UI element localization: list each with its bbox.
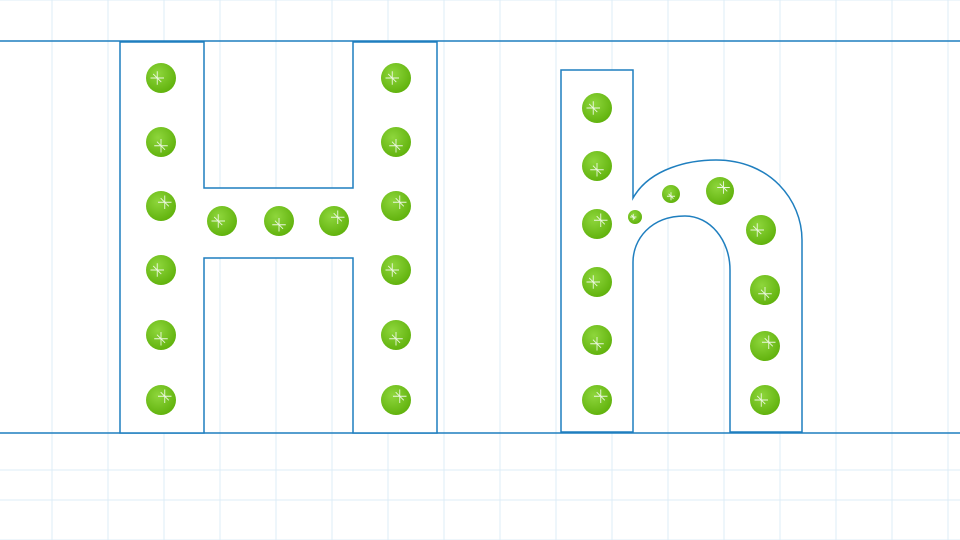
green-tracing-dot-icon [582, 385, 612, 415]
tracing-dot[interactable] [146, 320, 176, 350]
green-tracing-dot-icon [319, 206, 349, 236]
tracing-dot[interactable] [582, 93, 612, 123]
sparkle-icon [762, 335, 776, 349]
tracing-dot[interactable] [628, 210, 642, 224]
sparkle-icon [158, 195, 172, 209]
tracing-dot[interactable] [706, 177, 734, 205]
tracing-dot[interactable] [146, 63, 176, 93]
sparkle-icon [385, 71, 399, 85]
tracing-dot[interactable] [746, 215, 776, 245]
tracing-dot[interactable] [146, 127, 176, 157]
uppercase-h-outline [119, 41, 438, 434]
tracing-dot[interactable] [582, 385, 612, 415]
sparkle-icon [150, 263, 164, 277]
tracing-dot[interactable] [381, 127, 411, 157]
green-tracing-dot-icon [146, 385, 176, 415]
sparkle-icon [594, 213, 608, 227]
sparkle-icon [154, 332, 168, 346]
tracing-dot[interactable] [381, 385, 411, 415]
sparkle-icon [393, 389, 407, 403]
green-tracing-dot-icon [146, 191, 176, 221]
tracing-dot[interactable] [146, 385, 176, 415]
green-tracing-dot-icon [381, 385, 411, 415]
tracing-dot[interactable] [146, 255, 176, 285]
tracing-dot[interactable] [750, 331, 780, 361]
tracing-dot[interactable] [264, 206, 294, 236]
green-tracing-dot-icon [381, 191, 411, 221]
sparkle-icon [385, 263, 399, 277]
tracing-dot[interactable] [750, 275, 780, 305]
tracing-dot[interactable] [381, 255, 411, 285]
tracing-dot[interactable] [381, 63, 411, 93]
tracing-dot[interactable] [146, 191, 176, 221]
green-tracing-dot-icon [750, 331, 780, 361]
sparkle-icon [211, 214, 225, 228]
sparkle-icon [393, 195, 407, 209]
tracing-dot[interactable] [207, 206, 237, 236]
green-tracing-dot-icon [706, 177, 734, 205]
sparkle-icon [750, 223, 764, 237]
tracing-dots [146, 63, 780, 415]
sparkle-icon [754, 393, 768, 407]
green-tracing-dot-icon [582, 209, 612, 239]
sparkle-icon [630, 213, 637, 221]
lowercase-h-outline [560, 69, 803, 433]
tracing-dot[interactable] [582, 151, 612, 181]
sparkle-icon [594, 389, 608, 403]
tracing-dot[interactable] [662, 185, 680, 203]
sparkle-icon [758, 287, 772, 301]
tracing-dot[interactable] [319, 206, 349, 236]
tracing-dot[interactable] [750, 385, 780, 415]
sparkle-icon [331, 210, 345, 224]
sparkle-icon [272, 218, 286, 232]
sparkle-icon [590, 337, 604, 351]
tracing-dot[interactable] [582, 325, 612, 355]
tracing-dot[interactable] [381, 320, 411, 350]
sparkle-icon [717, 181, 730, 194]
sparkle-icon [586, 275, 600, 289]
tracing-dot[interactable] [381, 191, 411, 221]
tracing-dot[interactable] [582, 267, 612, 297]
sparkle-icon [389, 332, 403, 346]
sparkle-icon [666, 192, 676, 201]
sparkle-icon [389, 139, 403, 153]
sparkle-icon [150, 71, 164, 85]
sparkle-icon [590, 163, 604, 177]
sparkle-icon [586, 101, 600, 115]
sparkle-icon [154, 139, 168, 153]
tracing-dot[interactable] [582, 209, 612, 239]
sparkle-icon [158, 389, 172, 403]
